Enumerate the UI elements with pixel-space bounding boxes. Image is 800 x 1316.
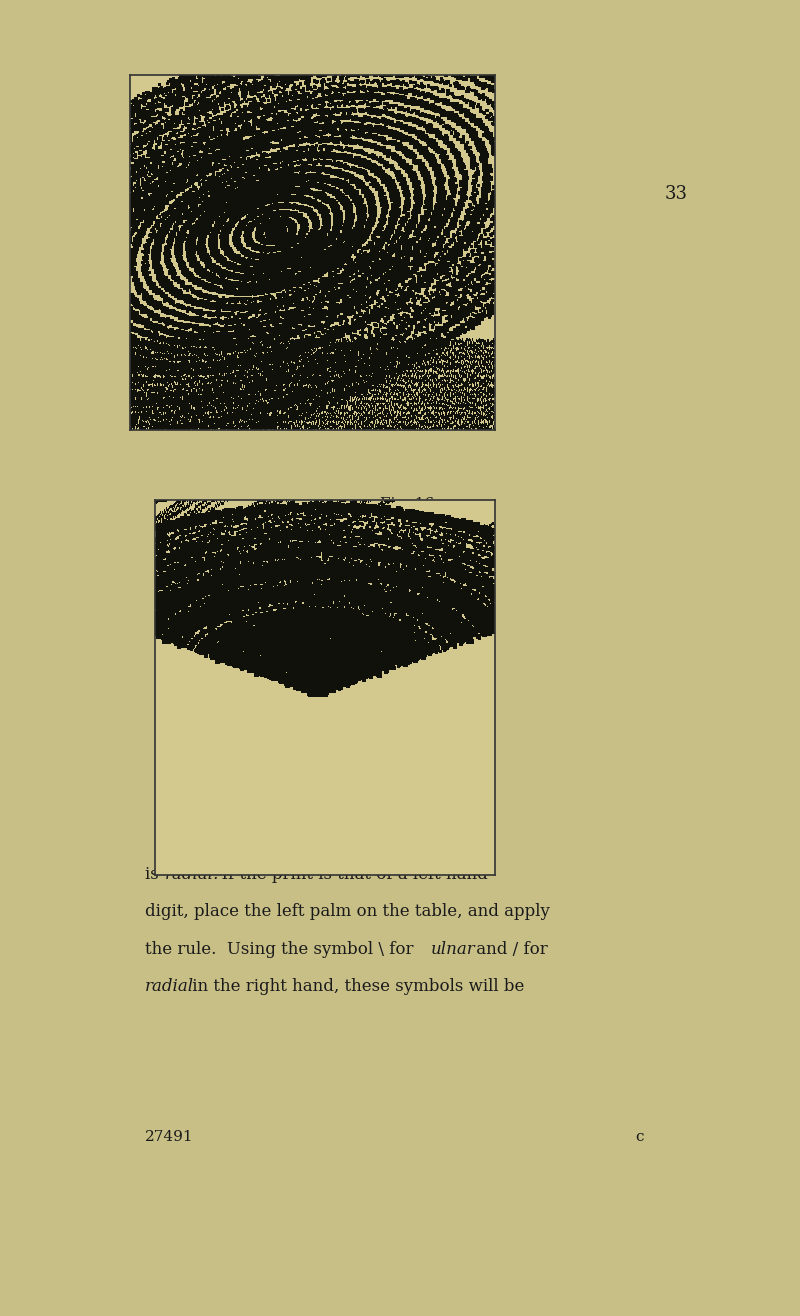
Text: radial: radial (145, 978, 194, 995)
Text: c: c (635, 1130, 644, 1145)
Text: Fig. 17.: Fig. 17. (381, 834, 439, 849)
Text: radial.: radial. (165, 866, 219, 883)
Text: ulnar: ulnar (431, 941, 476, 958)
Text: digit, place the left palm on the table, and apply: digit, place the left palm on the table,… (145, 903, 550, 920)
Text: Fig. 16.: Fig. 16. (381, 497, 439, 512)
Text: If the print is that of a left hand: If the print is that of a left hand (211, 866, 488, 883)
Text: in the right hand, these symbols will be: in the right hand, these symbols will be (187, 978, 524, 995)
Text: 33: 33 (665, 186, 688, 204)
Text: FINGER PRINTS: FINGER PRINTS (333, 186, 487, 204)
Text: and / for: and / for (471, 941, 548, 958)
Text: 27491: 27491 (145, 1130, 194, 1145)
Text: is: is (145, 866, 164, 883)
Text: the rule.  Using the symbol \ for: the rule. Using the symbol \ for (145, 941, 418, 958)
